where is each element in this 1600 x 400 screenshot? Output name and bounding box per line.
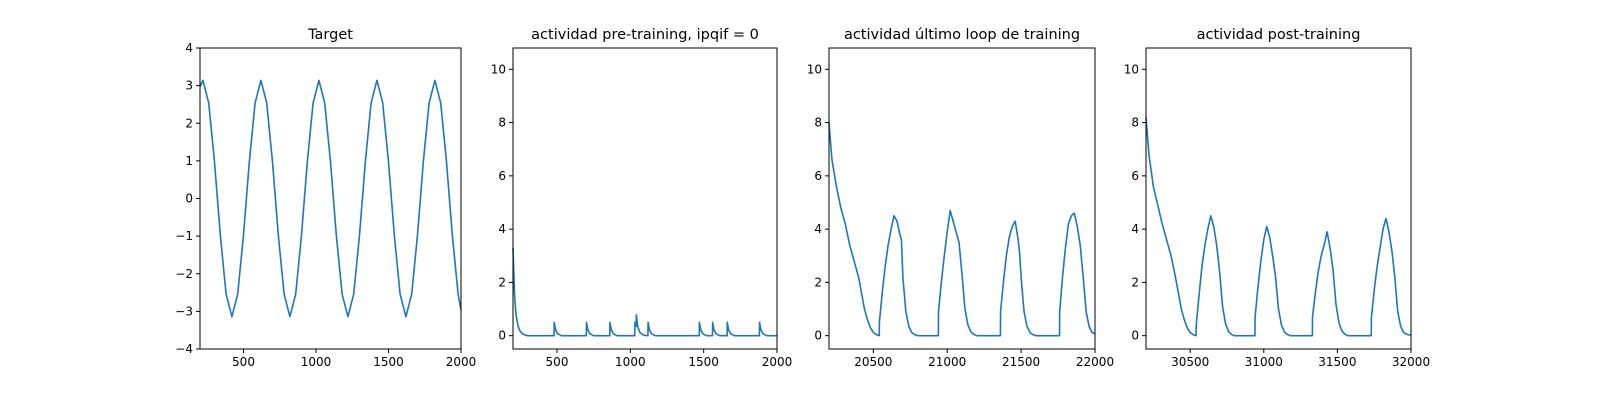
x-tick-label: 30500	[1171, 355, 1209, 369]
y-tick-label: 2	[498, 275, 506, 289]
series-line	[199, 79, 462, 318]
y-tick-label: 10	[491, 62, 506, 76]
y-tick-label: 10	[807, 62, 822, 76]
x-tick-label: 21500	[1002, 355, 1040, 369]
x-tick-label: 22000	[1076, 355, 1114, 369]
y-tick-label: 1	[185, 154, 193, 168]
chart-title: actividad pre-training, ipqif = 0	[531, 27, 759, 43]
chart-title: actividad último loop de training	[844, 27, 1080, 43]
x-tick-label: 32000	[1392, 355, 1430, 369]
y-tick-label: 6	[1131, 169, 1139, 183]
x-tick-label: 1000	[615, 355, 646, 369]
y-tick-label: 4	[185, 41, 193, 55]
y-tick-label: 6	[814, 169, 822, 183]
y-tick-label: 4	[1131, 222, 1139, 236]
x-tick-label: 1500	[688, 355, 719, 369]
y-tick-label: 2	[185, 116, 193, 130]
y-tick-label: 4	[814, 222, 822, 236]
y-tick-label: 8	[498, 116, 506, 130]
y-tick-label: 8	[1131, 116, 1139, 130]
x-tick-label: 21000	[928, 355, 966, 369]
x-tick-label: 31500	[1318, 355, 1356, 369]
series-line	[512, 247, 777, 337]
chart-title: actividad post-training	[1197, 27, 1361, 43]
series-line	[1145, 117, 1412, 337]
y-tick-label: 6	[498, 169, 506, 183]
chart-title: Target	[307, 27, 353, 43]
x-tick-label: 2000	[446, 355, 477, 369]
y-tick-label: 10	[1124, 62, 1139, 76]
y-tick-label: −3	[175, 304, 193, 318]
chart-panel-3: 20500 21000 21500 22000 0 2 4 6 8 10 actividad últ…	[807, 27, 1114, 369]
chart-panel-4: 30500 31000 31500 32000 0 2 4 6 8 10 actividad pos…	[1124, 27, 1430, 369]
chart-panel-2: 500 1000 1500 2000 0 2 4 6 8 10 actividad pre-trai…	[491, 27, 793, 369]
y-tick-label: 0	[498, 329, 506, 343]
y-tick-label: 2	[1131, 275, 1139, 289]
plot-frame	[1145, 47, 1412, 350]
plot-frame	[199, 47, 462, 350]
y-tick-label: 0	[814, 329, 822, 343]
x-tick-label: 20500	[854, 355, 892, 369]
plot-frame	[828, 47, 1096, 350]
y-tick-label: −2	[175, 267, 193, 281]
plot-frame	[512, 47, 778, 350]
x-tick-label: 2000	[762, 355, 793, 369]
y-tick-label: 0	[1131, 329, 1139, 343]
y-tick-label: 3	[185, 79, 193, 93]
series-line	[828, 122, 1096, 337]
y-tick-label: 8	[814, 116, 822, 130]
x-tick-label: 31000	[1245, 355, 1283, 369]
x-tick-label: 1500	[373, 355, 404, 369]
chart-panel-1: 500 1000 1500 2000 −4 −3 −2 −1 0 1 2 3 4 Target	[175, 27, 476, 369]
x-tick-label: 1000	[301, 355, 332, 369]
y-tick-label: −1	[175, 229, 193, 243]
y-tick-label: 2	[814, 275, 822, 289]
y-tick-label: 4	[498, 222, 506, 236]
y-tick-label: 0	[185, 192, 193, 206]
y-tick-label: −4	[175, 342, 193, 356]
x-tick-label: 500	[546, 355, 569, 369]
x-tick-label: 500	[232, 355, 255, 369]
